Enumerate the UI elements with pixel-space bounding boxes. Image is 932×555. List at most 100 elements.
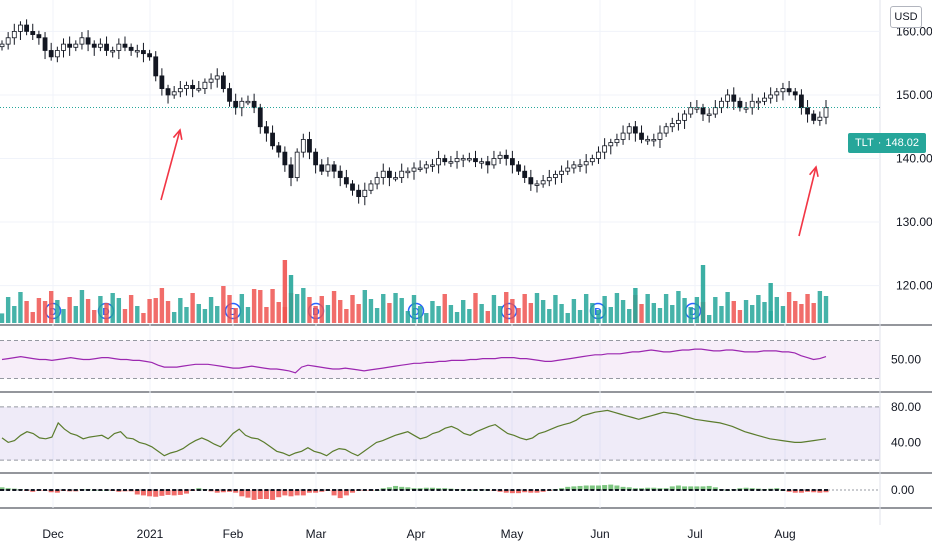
candle-body[interactable] bbox=[177, 88, 183, 93]
candle-body[interactable] bbox=[614, 139, 620, 144]
candle-body[interactable] bbox=[737, 100, 743, 109]
candle-body[interactable] bbox=[755, 100, 761, 104]
candle-body[interactable] bbox=[220, 75, 226, 90]
candle-body[interactable] bbox=[479, 161, 485, 164]
candle-body[interactable] bbox=[214, 75, 220, 80]
candle-body[interactable] bbox=[147, 53, 152, 58]
candle-body[interactable] bbox=[104, 43, 109, 51]
candle-body[interactable] bbox=[97, 43, 103, 48]
candle-body[interactable] bbox=[257, 107, 263, 128]
candle-body[interactable] bbox=[774, 91, 780, 96]
candle-body[interactable] bbox=[5, 37, 11, 45]
candle-body[interactable] bbox=[153, 56, 159, 77]
candle-body[interactable] bbox=[165, 88, 171, 96]
candle-body[interactable] bbox=[473, 158, 478, 163]
candle-body[interactable] bbox=[651, 139, 657, 142]
candle-body[interactable] bbox=[387, 170, 392, 178]
candle-body[interactable] bbox=[54, 50, 60, 58]
candle-body[interactable] bbox=[454, 158, 460, 163]
candle-body[interactable] bbox=[79, 37, 85, 45]
candle-body[interactable] bbox=[442, 158, 448, 163]
candle-body[interactable] bbox=[497, 154, 503, 159]
candle-body[interactable] bbox=[485, 161, 491, 166]
candle-body[interactable] bbox=[116, 43, 122, 51]
candle-body[interactable] bbox=[682, 113, 687, 121]
candle-body[interactable] bbox=[466, 158, 472, 161]
candle-body[interactable] bbox=[202, 81, 208, 90]
candle-body[interactable] bbox=[688, 107, 694, 115]
candle-body[interactable] bbox=[749, 100, 755, 109]
candle-body[interactable] bbox=[141, 50, 146, 55]
candle-body[interactable] bbox=[546, 177, 552, 182]
oscillator-1-pane[interactable] bbox=[0, 340, 880, 379]
candle-body[interactable] bbox=[134, 50, 140, 53]
candle-body[interactable] bbox=[337, 170, 343, 178]
candle-body[interactable] bbox=[405, 170, 411, 174]
candle-body[interactable] bbox=[300, 139, 306, 153]
candle-body[interactable] bbox=[799, 94, 804, 109]
candle-body[interactable] bbox=[805, 107, 810, 115]
candle-body[interactable] bbox=[700, 107, 706, 115]
candle-body[interactable] bbox=[85, 37, 91, 45]
candle-body[interactable] bbox=[307, 139, 312, 153]
candle-body[interactable] bbox=[325, 164, 331, 172]
candle-body[interactable] bbox=[811, 113, 817, 121]
price-pane[interactable]: DDDDDDDD bbox=[0, 19, 880, 320]
candle-body[interactable] bbox=[110, 50, 116, 53]
candle-body[interactable] bbox=[245, 100, 251, 104]
candle-body[interactable] bbox=[24, 24, 29, 32]
candle-body[interactable] bbox=[762, 97, 767, 102]
candle-body[interactable] bbox=[196, 88, 202, 91]
candle-body[interactable] bbox=[417, 167, 423, 170]
candle-body[interactable] bbox=[596, 151, 601, 159]
candle-body[interactable] bbox=[657, 132, 663, 140]
candle-body[interactable] bbox=[61, 43, 66, 51]
candle-body[interactable] bbox=[380, 170, 386, 178]
candle-body[interactable] bbox=[18, 24, 23, 32]
candle-body[interactable] bbox=[676, 119, 681, 124]
candle-body[interactable] bbox=[430, 164, 435, 167]
candle-body[interactable] bbox=[331, 164, 337, 172]
candle-body[interactable] bbox=[731, 94, 737, 102]
candle-body[interactable] bbox=[663, 126, 669, 134]
candle-body[interactable] bbox=[368, 183, 374, 191]
candle-body[interactable] bbox=[184, 85, 189, 90]
candle-body[interactable] bbox=[128, 46, 134, 51]
candle-body[interactable] bbox=[282, 151, 288, 166]
candle-body[interactable] bbox=[30, 31, 36, 35]
candle-body[interactable] bbox=[73, 43, 79, 48]
candle-body[interactable] bbox=[208, 78, 214, 83]
candle-body[interactable] bbox=[264, 126, 269, 134]
candle-body[interactable] bbox=[460, 158, 466, 161]
currency-badge[interactable]: USD bbox=[890, 6, 922, 28]
candle-body[interactable] bbox=[362, 189, 368, 198]
candle-body[interactable] bbox=[540, 180, 546, 185]
candle-body[interactable] bbox=[239, 100, 245, 109]
candle-body[interactable] bbox=[639, 132, 644, 140]
candle-body[interactable] bbox=[712, 107, 718, 115]
candle-body[interactable] bbox=[411, 167, 417, 172]
candle-body[interactable] bbox=[780, 88, 786, 93]
candle-body[interactable] bbox=[276, 145, 282, 153]
candle-body[interactable] bbox=[632, 126, 638, 134]
candle-body[interactable] bbox=[786, 88, 792, 93]
oscillator-3-pane[interactable] bbox=[0, 484, 880, 500]
candle-body[interactable] bbox=[491, 158, 497, 166]
candle-body[interactable] bbox=[516, 164, 521, 172]
candle-body[interactable] bbox=[36, 34, 42, 39]
candle-body[interactable] bbox=[227, 88, 232, 102]
candle-body[interactable] bbox=[577, 164, 583, 167]
oscillator-2-pane[interactable] bbox=[0, 406, 880, 461]
candle-body[interactable] bbox=[319, 164, 325, 172]
candle-body[interactable] bbox=[393, 177, 398, 180]
candle-body[interactable] bbox=[706, 113, 712, 116]
candle-body[interactable] bbox=[559, 170, 564, 175]
candle-body[interactable] bbox=[233, 100, 239, 109]
candle-body[interactable] bbox=[448, 161, 454, 164]
candle-body[interactable] bbox=[645, 139, 651, 142]
candle-body[interactable] bbox=[719, 100, 724, 109]
candle-body[interactable] bbox=[48, 50, 54, 58]
candle-body[interactable] bbox=[251, 100, 257, 109]
candle-body[interactable] bbox=[669, 123, 675, 128]
candle-body[interactable] bbox=[608, 142, 614, 147]
